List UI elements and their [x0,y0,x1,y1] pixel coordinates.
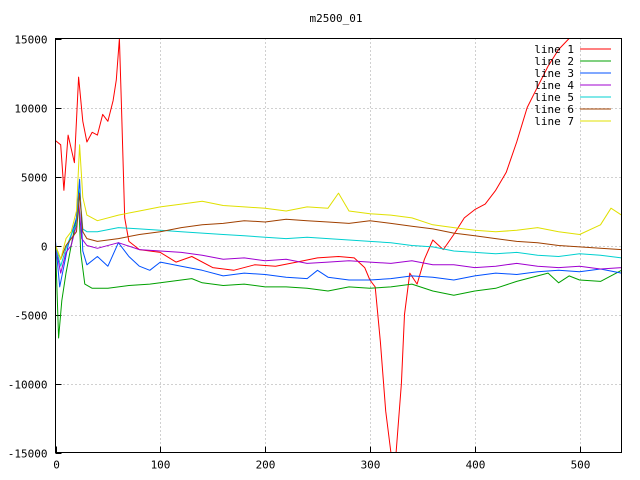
plot-frame [55,38,622,453]
x-tick-label: 500 [571,459,591,472]
x-tick-label: 0 [53,459,60,472]
x-tick-label: 100 [151,459,171,472]
plot-area [55,38,622,453]
legend-label: line 1 [534,43,574,56]
y-tick-label: -10000 [8,379,48,392]
series-line-7 [55,144,622,260]
axis-ticks: 0 100 200 300 400 500 -15000 -10000 -5000 0 5000 10… [8,34,591,472]
x-tick-label: 400 [466,459,486,472]
grid [55,38,622,453]
legend-label: line 2 [534,55,574,68]
legend-label: line 5 [534,91,574,104]
legend-label: line 7 [534,115,574,128]
y-tick-label: 5000 [21,172,48,185]
y-tick-label: -15000 [8,448,48,461]
series-line-6 [55,192,622,260]
y-tick-label: 15000 [14,34,47,47]
y-tick-label: 0 [41,241,48,254]
series-line-5 [55,189,622,267]
series-line-2 [55,196,622,339]
x-tick-label: 200 [256,459,276,472]
legend-label: line 4 [534,79,574,92]
series-line-4 [55,200,622,274]
y-tick-label: 10000 [14,103,47,116]
x-tick-label: 300 [361,459,381,472]
series-line-1 [55,38,622,453]
legend-label: line 3 [534,67,574,80]
y-tick-label: -5000 [14,310,47,323]
series-line-3 [55,178,622,288]
chart-title: m2500_01 [310,12,363,25]
legend-label: line 6 [534,103,574,116]
